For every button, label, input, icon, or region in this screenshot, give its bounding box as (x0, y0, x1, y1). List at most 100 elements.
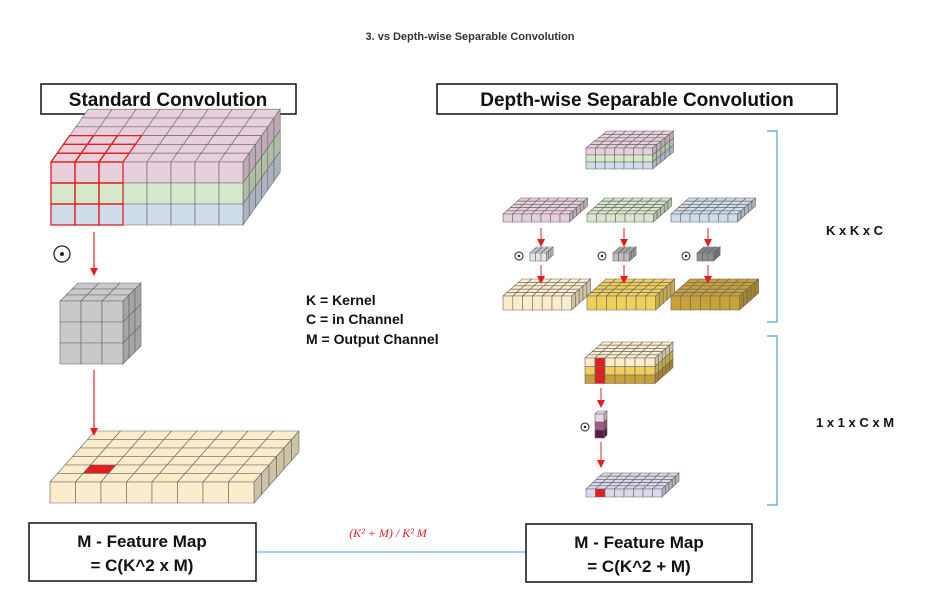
front-cell (218, 203, 244, 226)
front-cell (595, 488, 606, 498)
depthwise-result-line1: M - Feature Map (574, 533, 703, 552)
front-cell (614, 147, 625, 156)
side-cell (713, 250, 717, 262)
front-cell (98, 182, 124, 205)
side-cell (582, 281, 588, 301)
front-cell (502, 213, 513, 223)
front-cell (75, 481, 102, 504)
front-cell (634, 366, 646, 376)
front-cell (59, 300, 82, 323)
front-cell (633, 154, 644, 163)
front-cell (228, 481, 255, 504)
front-cell (606, 295, 617, 311)
front-cell (594, 413, 605, 423)
front-cell (532, 295, 543, 311)
front-cell (50, 161, 76, 184)
front-cell (594, 366, 606, 376)
side-cell (746, 285, 752, 304)
standard-result-line2: = C(K^2 x M) (91, 556, 194, 575)
odot-icon (597, 251, 607, 261)
front-cell (146, 203, 172, 226)
side-cell (717, 246, 721, 258)
side-cell (739, 291, 744, 311)
front-cell (512, 213, 523, 223)
dw-kernel-1 (529, 246, 554, 262)
input-volume (49, 108, 281, 226)
front-cell (80, 321, 103, 344)
side-cell (633, 246, 637, 258)
odot-icon (681, 251, 691, 261)
front-cell (670, 295, 682, 311)
standard-result-line1: M - Feature Map (77, 532, 206, 551)
front-cell (729, 295, 740, 311)
front-cell (594, 357, 606, 367)
front-cell (585, 147, 596, 156)
side-cell (659, 288, 664, 308)
front-cell (595, 154, 606, 163)
front-cell (604, 147, 615, 156)
front-cell (612, 252, 619, 262)
front-cell (502, 295, 514, 311)
legend-kernel: K = Kernel (306, 292, 376, 308)
front-cell (624, 374, 636, 384)
front-cell (595, 161, 606, 170)
depthwise-result-box: M - Feature Map = C(K^2 + M) (525, 523, 753, 583)
side-cell (666, 281, 672, 301)
front-cell (561, 295, 572, 311)
front-cell (202, 481, 229, 504)
front-cell (177, 481, 204, 504)
front-cell (146, 161, 172, 184)
front-cell (633, 161, 644, 170)
front-cell (644, 357, 656, 367)
front-cell (151, 481, 178, 504)
front-cell (604, 488, 615, 498)
side-cell (578, 285, 584, 304)
page-title: 3. vs Depth-wise Separable Convolution (365, 31, 574, 43)
front-cell (596, 213, 607, 223)
front-cell (614, 374, 626, 384)
front-cell (218, 161, 244, 184)
front-cell (586, 295, 598, 311)
front-cell (707, 252, 714, 262)
front-cell (690, 295, 701, 311)
front-cell (680, 295, 691, 311)
front-cell (708, 213, 719, 223)
front-cell (80, 342, 103, 365)
front-cell (218, 182, 244, 205)
front-cell (623, 147, 634, 156)
front-cell (699, 213, 710, 223)
front-cell (521, 213, 532, 223)
front-cell (540, 213, 551, 223)
front-cell (585, 488, 596, 498)
odot-icon (514, 251, 524, 261)
side-cell (546, 250, 550, 262)
front-cell (194, 182, 220, 205)
front-cell (101, 321, 124, 344)
legend-in-channel: C = in Channel (306, 311, 404, 327)
side-cell (134, 324, 142, 353)
side-cell (669, 358, 674, 372)
side-cell (571, 291, 576, 311)
side-cell (629, 250, 633, 262)
front-cell (170, 182, 196, 205)
front-cell (709, 295, 721, 311)
dw-kernel-3 (696, 246, 721, 262)
kernel-highlight (49, 134, 143, 226)
front-cell (59, 342, 82, 365)
side-cell (583, 197, 588, 210)
odot-icon (53, 245, 71, 263)
side-cell (668, 144, 674, 157)
front-cell (59, 321, 82, 344)
front-cell (170, 203, 196, 226)
front-cell (696, 252, 703, 262)
figures-layer (49, 108, 760, 504)
bracket-icon (767, 335, 778, 506)
front-cell (718, 213, 729, 223)
front-cell (614, 488, 625, 498)
odot-icon (580, 422, 590, 432)
kernel-cell (110, 134, 143, 146)
front-cell (604, 357, 616, 367)
front-cell (540, 252, 547, 262)
side-cell (548, 248, 552, 260)
